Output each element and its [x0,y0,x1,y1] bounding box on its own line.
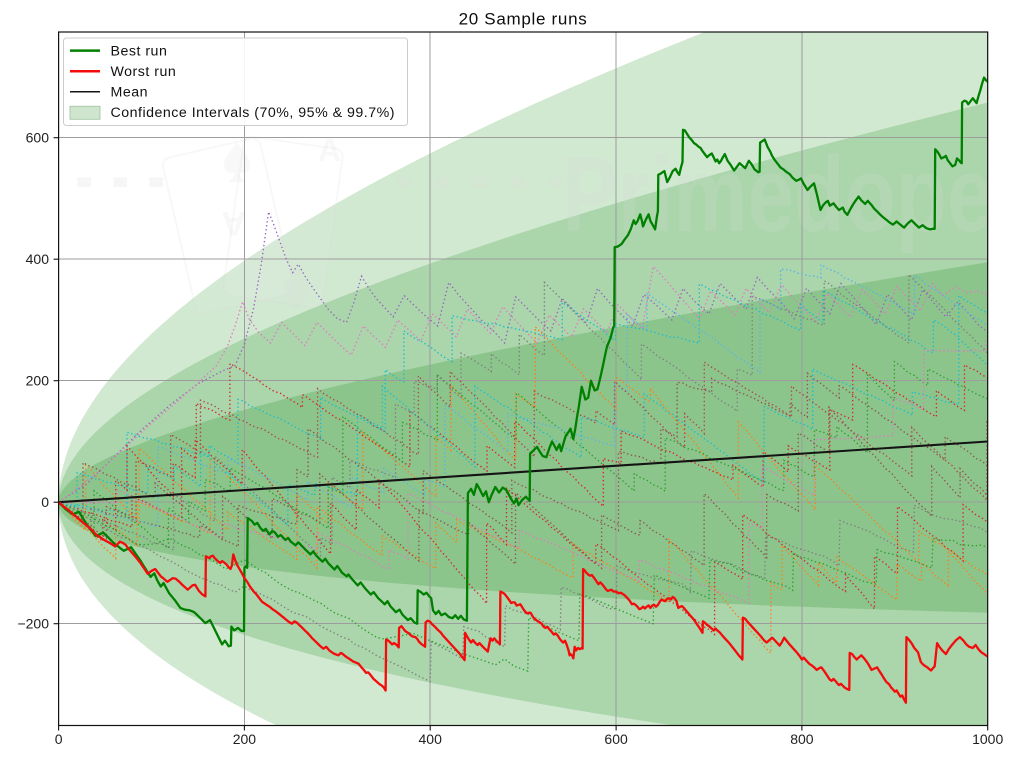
svg-text:Confidence Intervals (70%, 95%: Confidence Intervals (70%, 95% & 99.7%) [111,105,395,121]
svg-text:800: 800 [790,731,814,747]
svg-text:20 Sample runs: 20 Sample runs [459,10,588,29]
svg-text:A: A [318,132,341,168]
svg-text:Primedope: Primedope [562,135,993,254]
svg-text:0: 0 [55,731,63,747]
svg-text:600: 600 [26,130,50,146]
svg-text:400: 400 [26,251,50,267]
svg-text:Best run: Best run [111,43,168,59]
svg-text:Worst run: Worst run [111,64,177,80]
svg-text:A: A [221,204,246,242]
svg-text:1000: 1000 [972,731,1003,747]
svg-text:200: 200 [26,373,50,389]
svg-text:200: 200 [233,731,257,747]
svg-text:400: 400 [419,731,443,747]
svg-text:600: 600 [604,731,628,747]
svg-text:−200: −200 [17,616,49,632]
svg-text:Mean: Mean [111,85,149,101]
svg-text:0: 0 [41,494,49,510]
